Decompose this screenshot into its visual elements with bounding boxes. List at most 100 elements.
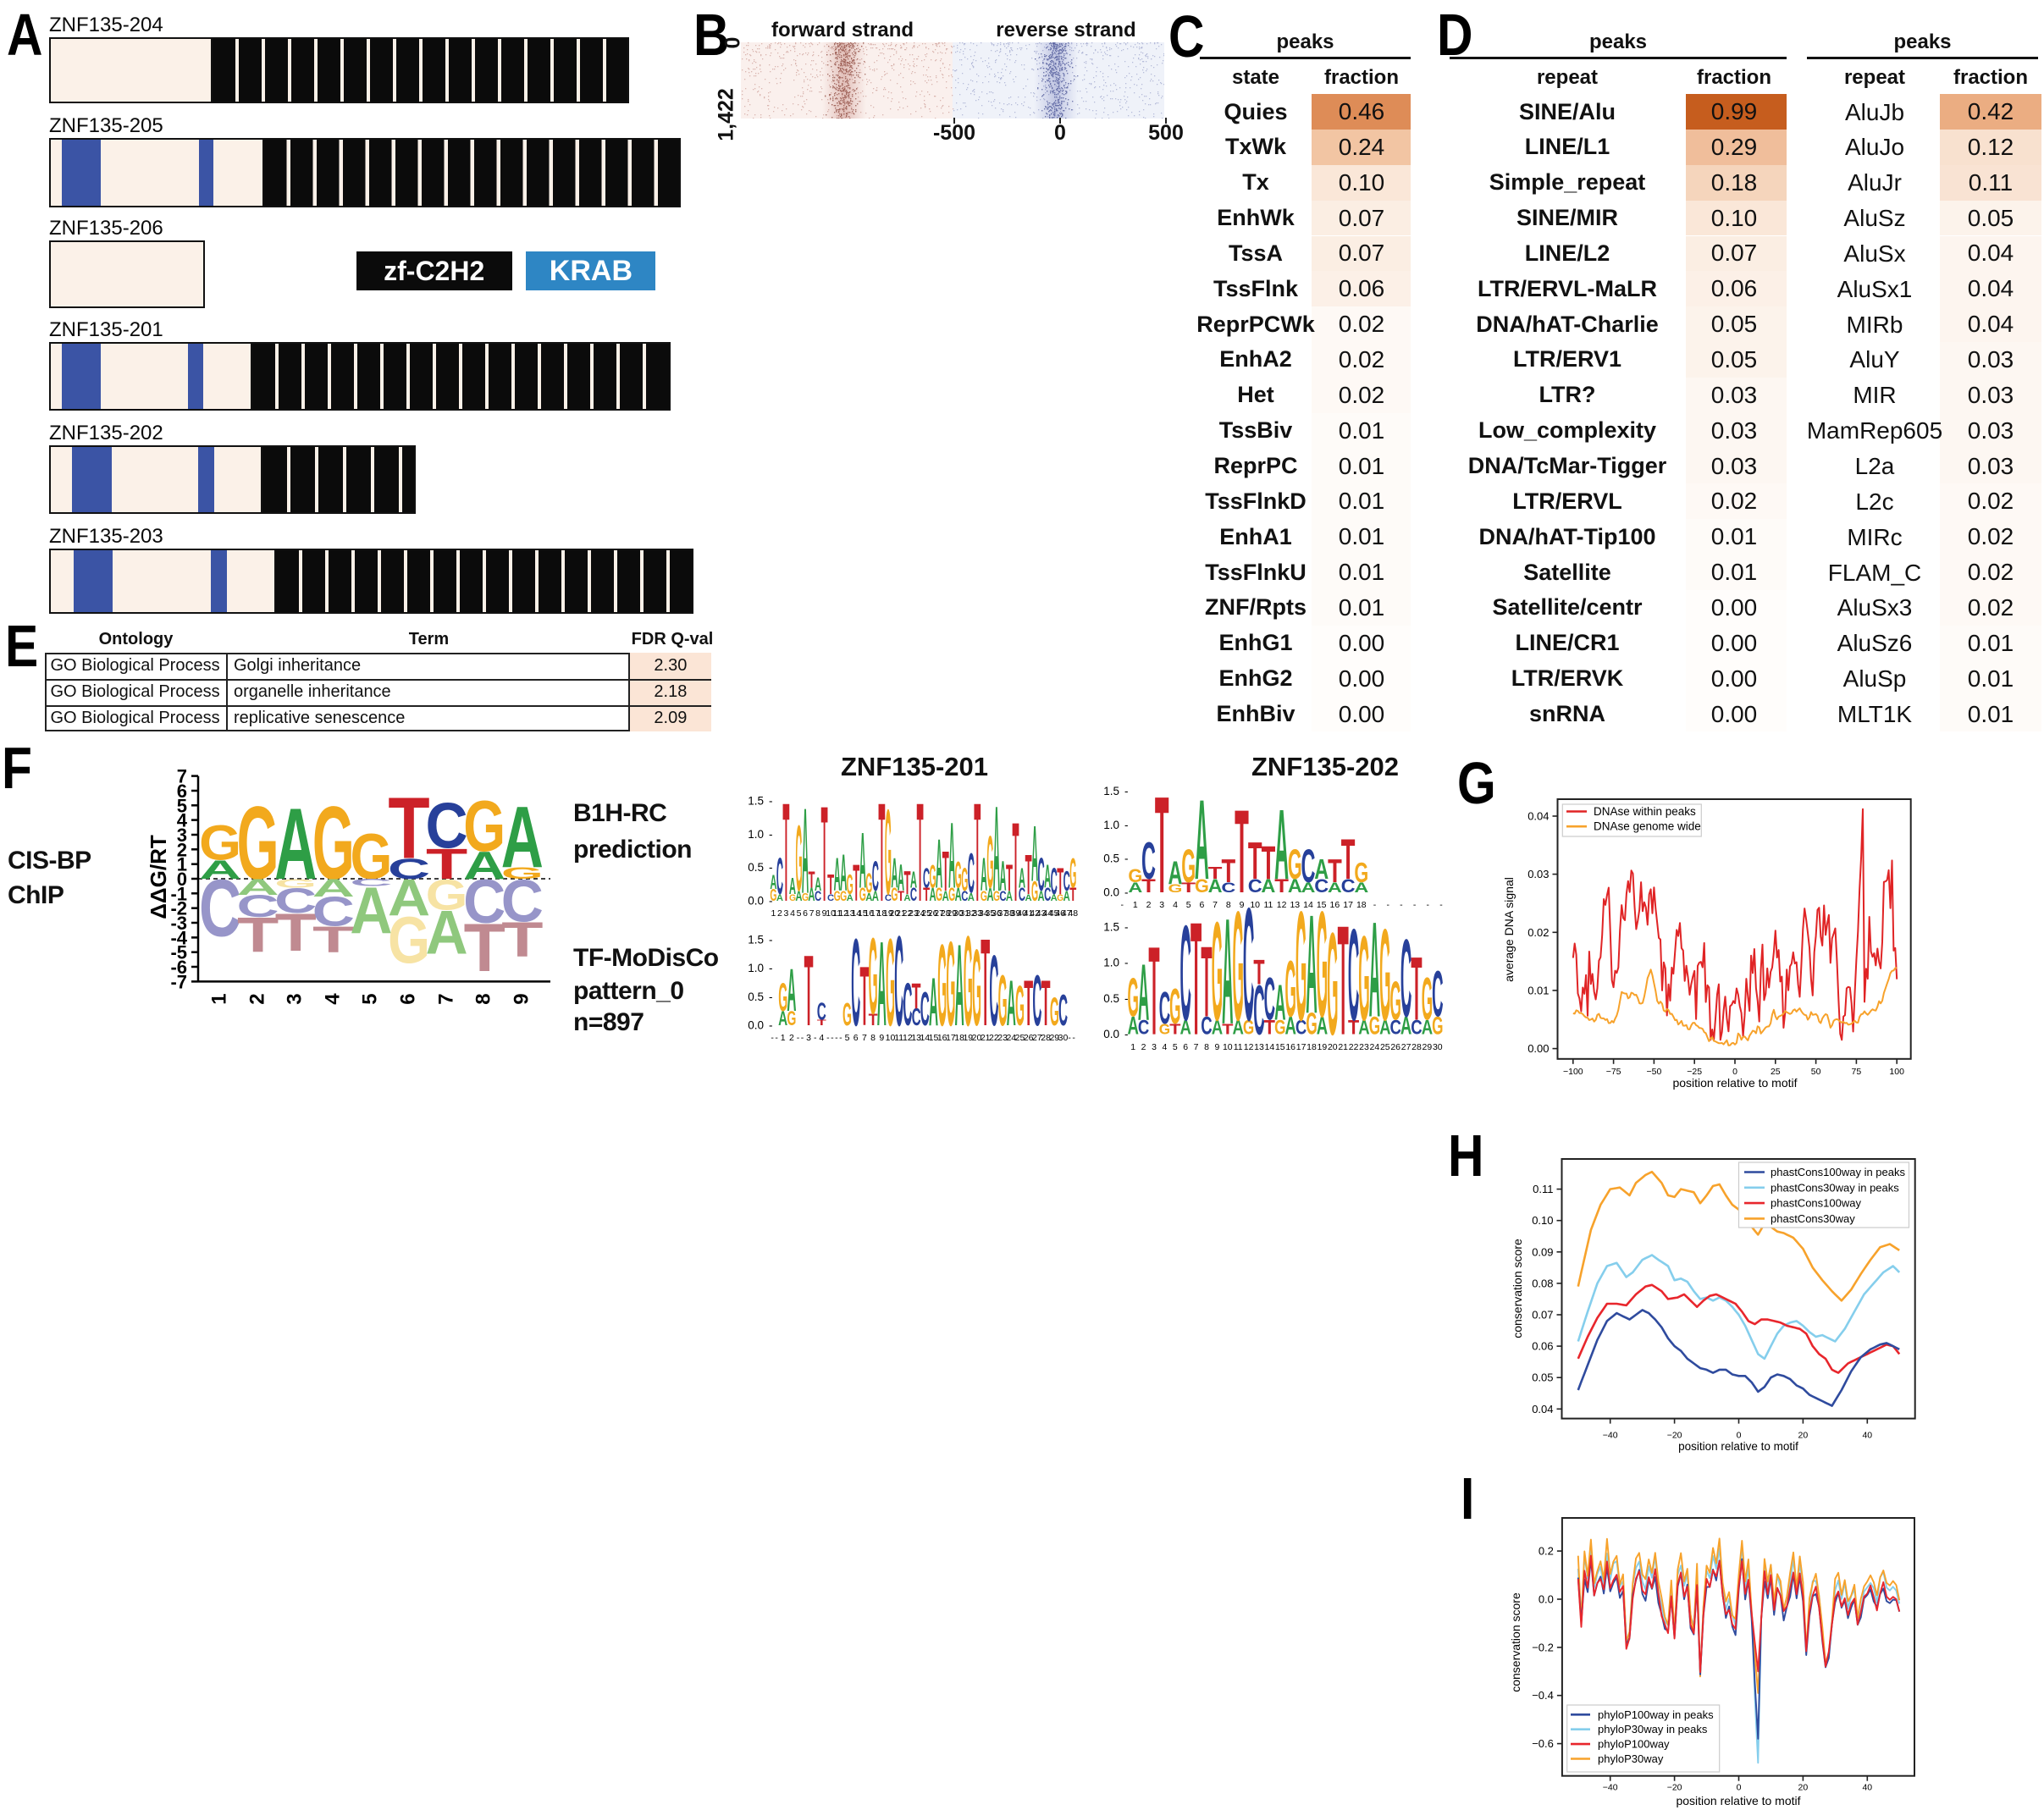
- svg-text:A: A: [1031, 809, 1038, 898]
- svg-text:11: 11: [1263, 900, 1273, 910]
- svg-text:G: G: [1354, 856, 1368, 888]
- svg-text:A: A: [840, 845, 847, 902]
- svg-text:phastCons100way in peaks: phastCons100way in peaks: [1771, 1166, 1905, 1178]
- svg-text:1.5: 1.5: [1103, 921, 1119, 934]
- svg-text:C: C: [1063, 867, 1070, 897]
- svg-text:-3: -3: [170, 913, 187, 934]
- svg-text:29: 29: [1049, 1033, 1059, 1043]
- svg-text:17: 17: [1343, 900, 1353, 910]
- svg-text:13: 13: [1254, 1042, 1264, 1052]
- svg-text:G: G: [955, 853, 962, 896]
- svg-text:G: G: [274, 876, 317, 890]
- svg-text:0.2: 0.2: [1539, 1545, 1554, 1558]
- svg-text:A: A: [1288, 875, 1302, 897]
- svg-text:10: 10: [826, 908, 836, 919]
- svg-text:T: T: [1338, 892, 1349, 1067]
- svg-text:G: G: [463, 786, 505, 867]
- svg-text:G: G: [1168, 882, 1183, 895]
- svg-text:-: -: [1373, 900, 1377, 910]
- svg-text:A: A: [802, 783, 809, 919]
- svg-text:16: 16: [864, 908, 874, 919]
- svg-text:A: A: [778, 1008, 787, 1030]
- svg-text:−0.2: −0.2: [1532, 1641, 1554, 1653]
- svg-text:-: -: [769, 962, 773, 974]
- svg-text:A: A: [808, 884, 815, 905]
- svg-text:ΔΔG/RT: ΔΔG/RT: [146, 835, 171, 919]
- svg-text:T: T: [817, 1018, 826, 1028]
- svg-text:A: A: [968, 891, 975, 903]
- svg-text:21: 21: [981, 1033, 991, 1043]
- svg-text:T: T: [312, 919, 354, 960]
- svg-text:0.10: 0.10: [1532, 1214, 1553, 1227]
- svg-text:phyloP100way: phyloP100way: [1598, 1738, 1670, 1751]
- svg-text:0.0: 0.0: [1539, 1593, 1554, 1606]
- svg-text:A: A: [1127, 1013, 1139, 1040]
- svg-text:-: -: [771, 1033, 774, 1043]
- svg-text:G: G: [1169, 979, 1180, 1035]
- svg-text:6: 6: [803, 908, 808, 919]
- svg-text:1.0: 1.0: [748, 828, 764, 841]
- svg-text:-: -: [769, 861, 773, 874]
- svg-text:0.00: 0.00: [1527, 1042, 1549, 1055]
- svg-text:30: 30: [1433, 1042, 1443, 1052]
- svg-text:33: 33: [972, 908, 982, 919]
- svg-text:0.0: 0.0: [748, 895, 764, 908]
- svg-text:C: C: [1341, 875, 1356, 897]
- svg-text:A: A: [993, 781, 1000, 917]
- svg-text:4: 4: [321, 993, 344, 1005]
- svg-text:-: -: [814, 1033, 817, 1043]
- svg-text:G: G: [1050, 990, 1059, 1035]
- svg-text:C: C: [1400, 915, 1411, 1040]
- svg-text:10: 10: [1223, 1042, 1233, 1052]
- svg-text:G: G: [1379, 902, 1390, 1049]
- svg-text:4: 4: [177, 810, 188, 831]
- svg-text:17: 17: [946, 1033, 956, 1043]
- svg-text:11: 11: [832, 908, 842, 919]
- svg-text:39: 39: [1011, 908, 1021, 919]
- svg-text:C: C: [1201, 1013, 1213, 1040]
- svg-text:C: C: [1248, 875, 1262, 897]
- svg-text:G: G: [1432, 1013, 1443, 1040]
- svg-text:G: G: [1212, 894, 1223, 1051]
- svg-text:0.07: 0.07: [1532, 1309, 1553, 1322]
- svg-text:7: 7: [862, 1033, 867, 1043]
- svg-text:G: G: [1390, 971, 1401, 1032]
- svg-text:A: A: [815, 874, 821, 895]
- svg-text:23: 23: [909, 908, 919, 919]
- svg-text:-: -: [839, 1033, 842, 1043]
- svg-text:3: 3: [806, 1033, 811, 1043]
- svg-text:3: 3: [783, 908, 788, 919]
- svg-text:T: T: [1190, 888, 1202, 1069]
- svg-text:T: T: [1181, 879, 1196, 895]
- svg-text:G: G: [964, 908, 973, 1052]
- svg-text:7: 7: [1194, 1042, 1199, 1052]
- svg-text:5: 5: [797, 908, 802, 919]
- svg-text:1.0: 1.0: [1103, 957, 1119, 969]
- svg-text:-: -: [1413, 900, 1417, 910]
- svg-text:T: T: [869, 1010, 879, 1029]
- svg-text:T: T: [904, 866, 911, 902]
- svg-text:C: C: [1314, 875, 1329, 897]
- svg-text:19: 19: [1318, 1042, 1328, 1052]
- svg-text:2: 2: [1141, 1042, 1146, 1052]
- svg-text:23: 23: [1359, 1042, 1369, 1052]
- svg-text:A: A: [981, 850, 987, 902]
- svg-text:T: T: [1235, 786, 1249, 918]
- svg-text:C: C: [920, 981, 930, 1035]
- svg-text:-: -: [801, 1033, 804, 1043]
- svg-text:40: 40: [1862, 1783, 1872, 1793]
- svg-text:6: 6: [177, 781, 187, 802]
- svg-text:-: -: [1124, 785, 1129, 797]
- svg-text:9: 9: [510, 993, 533, 1004]
- svg-text:-: -: [1427, 900, 1430, 910]
- svg-text:14: 14: [851, 908, 861, 919]
- svg-text:C: C: [827, 893, 834, 903]
- svg-text:29: 29: [947, 908, 957, 919]
- svg-text:C: C: [501, 868, 544, 935]
- svg-text:0.5: 0.5: [1103, 853, 1119, 865]
- svg-text:A: A: [1422, 1016, 1433, 1039]
- svg-text:26: 26: [1390, 1042, 1400, 1052]
- svg-text:G: G: [388, 903, 430, 977]
- svg-text:G: G: [869, 918, 878, 1038]
- svg-text:G: G: [1288, 842, 1302, 889]
